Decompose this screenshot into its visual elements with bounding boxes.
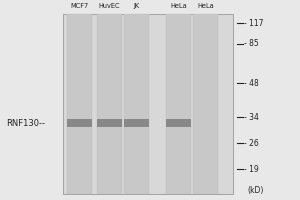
Bar [193,14,218,194]
Text: - 19: - 19 [244,164,259,173]
Bar [67,119,92,127]
Text: RNF130--: RNF130-- [6,118,45,128]
Text: - 117: - 117 [244,19,264,27]
Bar [124,119,149,127]
Text: - 48: - 48 [244,78,259,88]
Text: (kD): (kD) [248,186,264,195]
Text: HeLa: HeLa [197,3,214,9]
Text: - 34: - 34 [244,112,260,121]
Text: - 85: - 85 [244,40,259,48]
Bar [97,119,122,127]
Text: - 26: - 26 [244,138,259,147]
Text: HeLa: HeLa [170,3,187,9]
Text: HuvEC: HuvEC [99,3,120,9]
Bar [124,14,149,194]
Bar [166,14,191,194]
Bar [67,14,92,194]
Bar [166,119,191,127]
Text: MCF7: MCF7 [70,3,88,9]
Bar [63,14,233,194]
Text: JK: JK [134,3,140,9]
Bar [97,14,122,194]
